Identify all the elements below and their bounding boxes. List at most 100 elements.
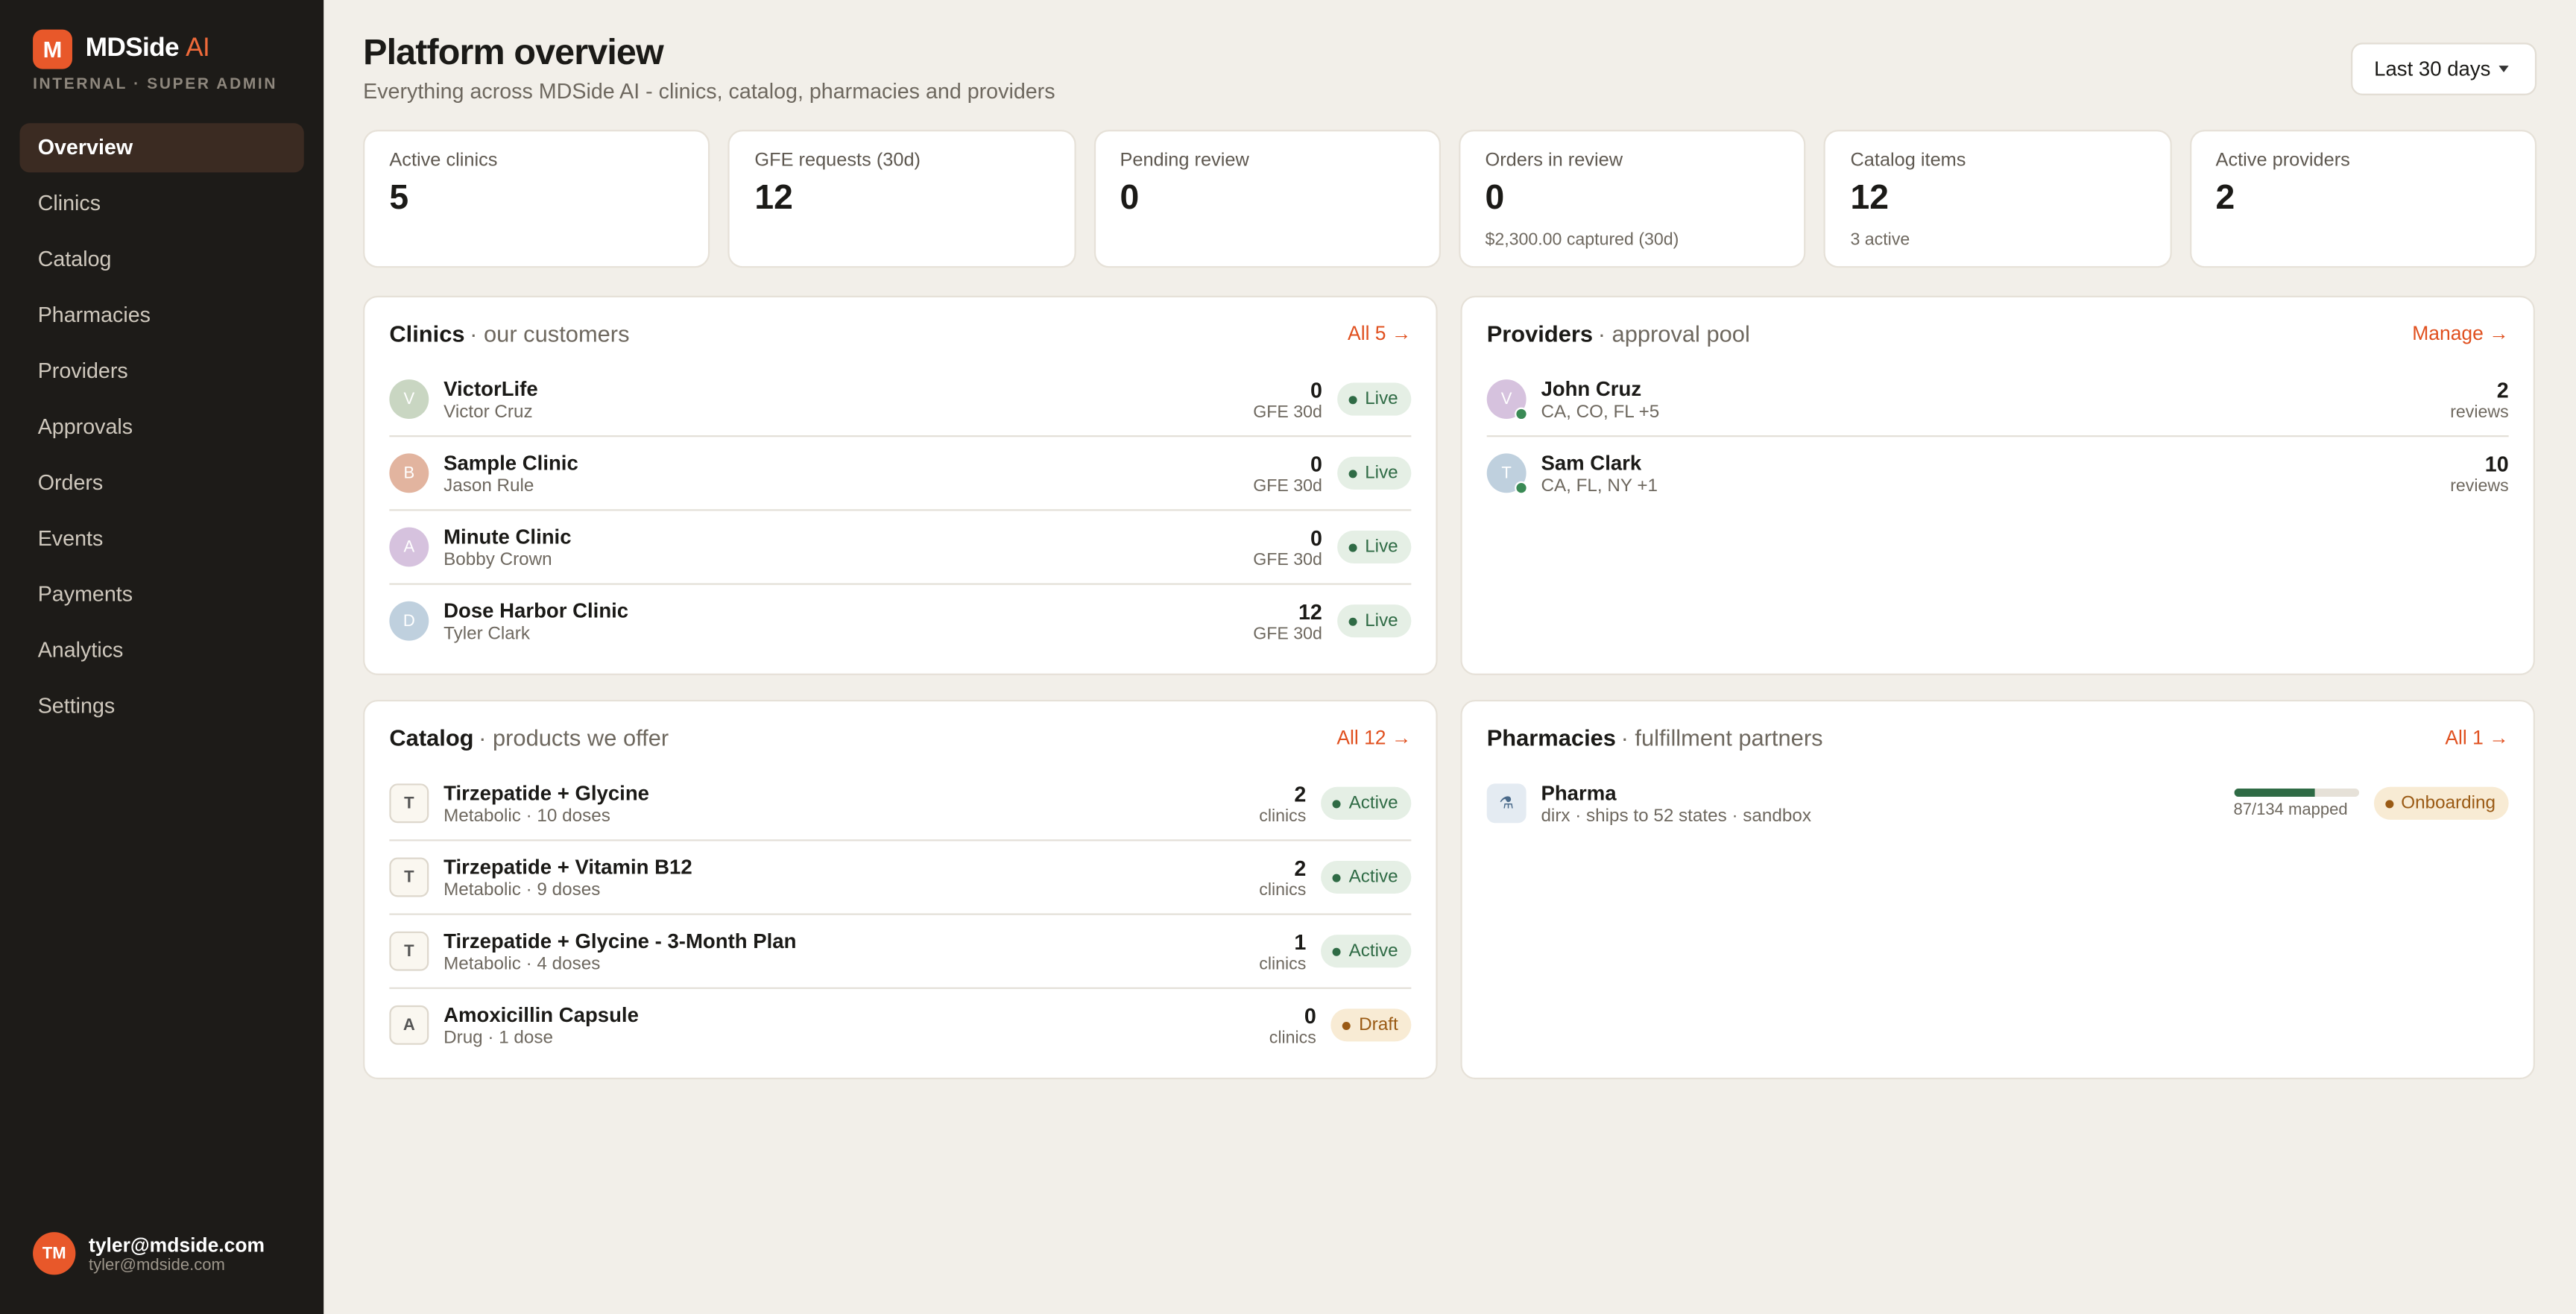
row-detail: Drug · 1 dose	[443, 1027, 554, 1048]
status-pill: Active	[1321, 786, 1412, 820]
row-name: Amoxicillin Capsule	[443, 1002, 639, 1026]
row-name: Tirzepatide + Glycine - 3-Month Plan	[443, 929, 797, 953]
panel-subtitle: · approval pool	[1597, 320, 1750, 347]
list-row[interactable]: T Sam Clark CA, FL, NY +1 10 reviews	[1486, 437, 2509, 509]
nav-item[interactable]: Orders	[37, 470, 104, 495]
range-button[interactable]: Last 30 days	[2351, 42, 2537, 95]
avatar: T	[389, 931, 429, 971]
count-label: clinics	[1259, 953, 1307, 973]
panel-subtitle: · our customers	[470, 320, 630, 347]
panel-header: Clinics · our customers All 5 →	[389, 320, 1411, 347]
row-name: Pharma	[1541, 781, 1617, 804]
panel-heading: Providers · approval pool	[1487, 320, 1750, 347]
panel-header: Providers · approval pool Manage →	[1487, 320, 2509, 347]
panel-title: Pharmacies	[1486, 724, 1616, 751]
stat-card: Orders in review 0 $2,300.00 captured (30d…	[1459, 130, 1806, 268]
count-label: clinics	[1259, 879, 1307, 900]
row-count: 2 reviews	[2450, 377, 2508, 422]
row-text: John Cruz CA, CO, FL +5	[1541, 377, 2450, 422]
brand-accent: AI	[186, 34, 210, 63]
logo: M	[33, 29, 72, 69]
nav-item[interactable]: Analytics	[37, 637, 124, 663]
brand-name: MDSide	[85, 34, 180, 63]
list-row[interactable]: ⚗ Pharma dirx · ships to 52 states · sandb…	[1486, 767, 2509, 839]
user-email: tyler@mdside.com	[89, 1256, 225, 1274]
list-row[interactable]: V John Cruz CA, CO, FL +5 2 reviews	[1486, 363, 2509, 438]
panel-header: Pharmacies · fulfillment partners All 1 →	[1487, 724, 2509, 751]
avatar: T	[1486, 453, 1528, 495]
row-detail: Bobby Crown	[443, 549, 552, 569]
page-title: Platform overview	[363, 31, 664, 72]
nav-item[interactable]: Settings	[37, 693, 116, 718]
list-row[interactable]: T Tirzepatide + Glycine Metabolic · 10 dos…	[389, 767, 1412, 841]
mapped-label: 87/134 mapped	[2233, 800, 2348, 819]
count-label: clinics	[1269, 1027, 1316, 1048]
stat-label: Orders in review	[1485, 151, 1623, 171]
count-label: clinics	[1259, 806, 1307, 826]
status-pill: Active	[1321, 935, 1412, 968]
nav-item[interactable]: Events	[37, 525, 104, 551]
online-dot	[1515, 481, 1528, 495]
row-text: Dose Harbor Clinic Tyler Clark	[443, 598, 1253, 643]
status-pill: Live	[1336, 456, 1412, 490]
avatar: A	[389, 1005, 429, 1045]
panel-link[interactable]: Manage →	[2412, 322, 2509, 345]
panel-subtitle: · products we offer	[479, 724, 669, 751]
panel-title: Providers	[1486, 320, 1594, 347]
status-pill: Live	[1336, 530, 1412, 564]
panel-link[interactable]: All 5 →	[1348, 322, 1412, 345]
status-pill: Onboarding	[2373, 786, 2509, 820]
stat-label: GFE requests (30d)	[754, 151, 921, 171]
list-row[interactable]: D Dose Harbor Clinic Tyler Clark 12 GFE 30d L…	[389, 585, 1412, 657]
list-row[interactable]: T Tirzepatide + Glycine - 3-Month Plan Met…	[389, 915, 1412, 989]
sidebar: M MDSide AI INTERNAL · SUPER ADMIN Overv…	[0, 0, 324, 1314]
list-row[interactable]: A Minute Clinic Bobby Crown 0 GFE 30d Live	[389, 511, 1412, 585]
nav-item[interactable]: Payments	[37, 581, 133, 607]
count-value: 0	[1310, 451, 1322, 476]
nav-item[interactable]: Overview	[19, 123, 304, 173]
nav-item[interactable]: Approvals	[37, 414, 133, 439]
nav-item[interactable]: Clinics	[37, 190, 101, 215]
row-detail: Jason Rule	[443, 476, 534, 496]
stat-value: 0	[1485, 179, 1505, 217]
row-detail: Victor Cruz	[443, 401, 533, 422]
panel-link[interactable]: All 1 →	[2445, 726, 2509, 750]
clinics-panel: Clinics · our customers All 5 → V VictorLife…	[363, 295, 1438, 675]
stat-value: 12	[1850, 179, 1889, 217]
nav-item[interactable]: Catalog	[37, 246, 112, 271]
panel-link[interactable]: All 12 →	[1336, 726, 1412, 750]
row-count: 2 clinics	[1259, 781, 1306, 826]
list-row[interactable]: V VictorLife Victor Cruz 0 GFE 30d Live	[389, 363, 1412, 438]
avatar: T	[389, 783, 429, 824]
status-pill: Active	[1321, 860, 1412, 894]
stat-card: Active providers 2	[2189, 130, 2537, 268]
row-count: 10 reviews	[2450, 451, 2508, 496]
list-row[interactable]: A Amoxicillin Capsule Drug · 1 dose 0 clinic…	[389, 989, 1412, 1061]
list-row[interactable]: T Tirzepatide + Vitamin B12 Metabolic · 9 …	[389, 841, 1412, 915]
avatar: V	[389, 379, 429, 420]
user-name: tyler@mdside.com	[89, 1233, 265, 1257]
status-pill: Draft	[1330, 1008, 1412, 1042]
row-detail: Metabolic · 10 doses	[443, 806, 610, 826]
user[interactable]: TM tyler@mdside.com tyler@mdside.com	[33, 1232, 265, 1275]
nav-item[interactable]: Pharmacies	[37, 302, 151, 327]
count-value: 0	[1310, 376, 1322, 402]
panel-heading: Clinics · our customers	[389, 320, 629, 347]
row-text: Tirzepatide + Glycine Metabolic · 10 dose…	[443, 781, 1259, 826]
row-detail: Metabolic · 4 doses	[443, 953, 601, 973]
row-text: VictorLife Victor Cruz	[443, 377, 1253, 422]
count-label: GFE 30d	[1253, 401, 1322, 422]
count-label: GFE 30d	[1253, 623, 1322, 643]
stat-label: Pending review	[1120, 151, 1249, 171]
catalog-panel: Catalog · products we offer All 12 → T Tirze…	[363, 699, 1438, 1080]
list-row[interactable]: B Sample Clinic Jason Rule 0 GFE 30d Live	[389, 437, 1412, 511]
row-detail: CA, CO, FL +5	[1541, 401, 1660, 422]
stat-label: Active clinics	[389, 151, 498, 171]
avatar: B	[389, 453, 429, 493]
nav-item[interactable]: Providers	[37, 358, 128, 383]
row-detail: Metabolic · 9 doses	[443, 879, 601, 900]
row-name: Tirzepatide + Glycine	[443, 781, 649, 804]
mapping: 87/134 mapped	[2233, 787, 2358, 819]
row-name: Dose Harbor Clinic	[443, 598, 629, 622]
